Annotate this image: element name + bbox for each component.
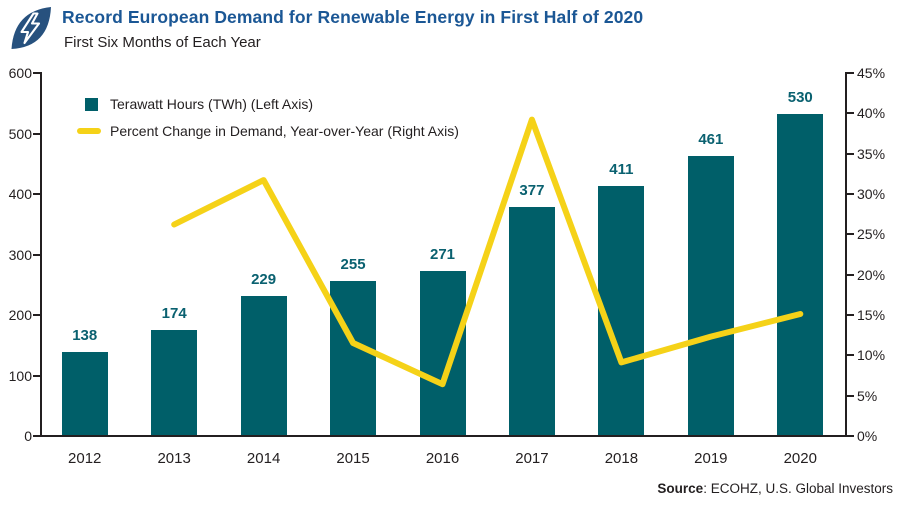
legend: Terawatt Hours (TWh) (Left Axis) Percent… [77, 94, 459, 148]
left-axis-tick-label: 100 [8, 367, 32, 384]
x-axis-category-label: 2012 [68, 450, 102, 467]
x-axis-category-label: 2020 [783, 450, 817, 467]
bar-value-label: 174 [161, 304, 187, 322]
left-axis-tick-label: 600 [8, 65, 32, 81]
right-axis-tick-label: 0% [857, 428, 878, 444]
bar-value-label: 411 [609, 161, 634, 179]
bar-value-label: 229 [251, 271, 277, 289]
left-axis-tick [33, 193, 40, 195]
source-note: Source: ECOHZ, U.S. Global Investors [657, 481, 893, 496]
lightning-bolt-leaf-logo [11, 7, 51, 49]
left-axis-tick [33, 132, 40, 135]
line-series-swatch-icon [77, 128, 107, 134]
x-axis-category-label: 2014 [246, 450, 281, 467]
right-axis-line [845, 72, 847, 437]
right-axis-tick [847, 72, 854, 74]
bar [151, 329, 198, 435]
bar-value-label: 255 [340, 255, 366, 273]
right-axis-tick [847, 233, 854, 236]
x-axis-category-label: 2013 [157, 450, 191, 467]
right-axis-tick [847, 152, 854, 155]
right-axis-tick-label: 10% [857, 347, 886, 364]
right-axis-tick [847, 273, 854, 276]
bar-value-label: 377 [519, 181, 545, 199]
x-axis-line [40, 435, 852, 437]
right-axis-tick [847, 112, 854, 115]
right-axis-tick-label: 35% [857, 145, 886, 162]
x-axis-category-label: 2016 [425, 450, 460, 467]
right-axis-tick [847, 193, 854, 195]
legend-bars-label: Terawatt Hours (TWh) (Left Axis) [110, 96, 314, 112]
left-axis-tick [33, 314, 40, 316]
left-axis-tick-label: 400 [8, 186, 32, 202]
percent-change-line [171, 116, 804, 388]
bar [598, 186, 645, 435]
bar [687, 156, 734, 435]
right-axis-tick-label: 25% [857, 226, 886, 243]
right-axis-tick-label: 45% [857, 65, 886, 81]
right-axis-tick [847, 354, 854, 357]
left-axis-tick-label: 0 [24, 428, 32, 444]
left-axis-tick-label: 500 [8, 125, 32, 142]
bar-series-swatch-icon [77, 97, 107, 111]
right-axis-tick-label: 30% [857, 186, 886, 202]
source-text: : ECOHZ, U.S. Global Investors [703, 481, 893, 496]
source-prefix: Source [657, 481, 704, 496]
right-axis-tick [847, 435, 854, 437]
left-axis-line [40, 72, 42, 437]
x-axis-category-label: 2015 [336, 450, 370, 467]
bar [777, 114, 824, 435]
bar-value-label: 271 [429, 246, 456, 264]
right-axis-tick-label: 15% [857, 307, 886, 323]
bar [240, 296, 287, 435]
bar [61, 351, 108, 435]
x-axis-category-label: 2017 [515, 450, 549, 467]
right-axis-tick-label: 5% [857, 387, 878, 404]
x-axis-category-label: 2018 [604, 450, 639, 467]
bar [330, 280, 377, 435]
right-axis-tick [847, 394, 854, 397]
legend-item-line: Percent Change in Demand, Year-over-Year… [77, 121, 459, 141]
bar-value-label: 461 [698, 131, 724, 149]
left-axis-tick [33, 374, 40, 377]
legend-item-bars: Terawatt Hours (TWh) (Left Axis) [77, 94, 459, 114]
right-axis-tick-label: 20% [857, 266, 886, 283]
chart-title: Record European Demand for Renewable Ene… [62, 7, 644, 27]
bar-value-label: 138 [72, 326, 98, 344]
bar-value-label: 530 [787, 89, 813, 107]
legend-line-label: Percent Change in Demand, Year-over-Year… [110, 123, 459, 139]
left-axis-tick [33, 253, 40, 256]
left-axis-tick [33, 72, 40, 74]
bar [419, 271, 466, 435]
chart-subtitle: First Six Months of Each Year [64, 34, 261, 51]
bar [508, 206, 555, 435]
x-axis-category-label: 2019 [694, 450, 728, 467]
left-axis-tick-label: 300 [8, 246, 32, 263]
left-axis-tick-label: 200 [8, 307, 32, 323]
right-axis-tick-label: 40% [857, 105, 886, 122]
left-axis-tick [33, 435, 40, 437]
right-axis-tick [847, 314, 854, 316]
